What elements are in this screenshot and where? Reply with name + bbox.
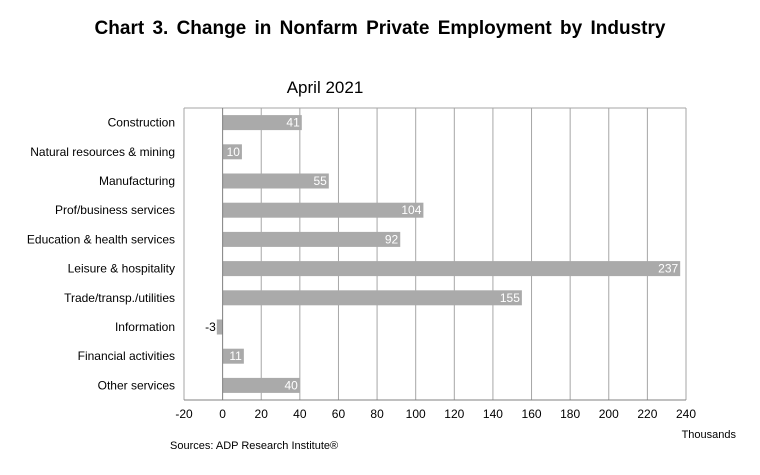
x-tick-label-8: 140 — [483, 407, 503, 421]
data-label-8: 11 — [229, 349, 242, 363]
category-label-8: Financial activities — [78, 349, 175, 363]
bar-3 — [222, 202, 424, 218]
x-axis-label: Thousands — [682, 429, 737, 441]
bar-6 — [222, 290, 522, 306]
source-note: Sources: ADP Research Institute® — [170, 440, 339, 452]
bar-7 — [216, 319, 223, 335]
category-label-0: Construction — [108, 116, 175, 130]
x-tick-label-10: 180 — [560, 407, 580, 421]
x-tick-label-7: 120 — [444, 407, 464, 421]
chart-subtitle: April 2021 — [287, 78, 364, 97]
data-label-9: 40 — [284, 378, 298, 392]
category-label-6: Trade/transp./utilities — [64, 291, 175, 305]
x-tick-label-9: 160 — [522, 407, 542, 421]
data-label-5: 237 — [658, 262, 678, 276]
x-tick-label-3: 40 — [293, 407, 307, 421]
x-tick-label-4: 60 — [332, 407, 346, 421]
category-label-5: Leisure & hospitality — [68, 262, 175, 276]
category-label-1: Natural resources & mining — [30, 145, 175, 159]
bar-1 — [222, 144, 242, 160]
category-label-9: Other services — [98, 378, 175, 392]
x-tick-label-13: 240 — [676, 407, 696, 421]
category-label-3: Prof/business services — [55, 203, 175, 217]
bar-0 — [222, 115, 302, 131]
x-tick-label-11: 200 — [599, 407, 619, 421]
category-label-2: Manufacturing — [99, 174, 175, 188]
bar-5 — [222, 261, 681, 277]
x-tick-label-12: 220 — [637, 407, 657, 421]
x-tick-label-2: 20 — [255, 407, 269, 421]
data-label-3: 104 — [401, 203, 421, 217]
bar-2 — [222, 173, 329, 189]
data-label-1: 10 — [227, 145, 241, 159]
x-tick-label-6: 100 — [406, 407, 426, 421]
x-tick-label-1: 0 — [219, 407, 226, 421]
data-label-0: 41 — [286, 116, 300, 130]
data-label-2: 55 — [313, 174, 327, 188]
data-label-6: 155 — [500, 291, 520, 305]
bar-4 — [222, 231, 401, 247]
bar-8 — [222, 348, 244, 364]
chart-title: Chart 3. Change in Nonfarm Private Emplo… — [94, 18, 666, 39]
x-tick-label-0: -20 — [175, 407, 193, 421]
bar-9 — [222, 377, 300, 393]
data-label-4: 92 — [385, 232, 399, 246]
category-label-7: Information — [115, 320, 175, 334]
x-tick-label-5: 80 — [370, 407, 384, 421]
category-label-4: Education & health services — [27, 232, 175, 246]
data-label-7: -3 — [205, 320, 216, 334]
